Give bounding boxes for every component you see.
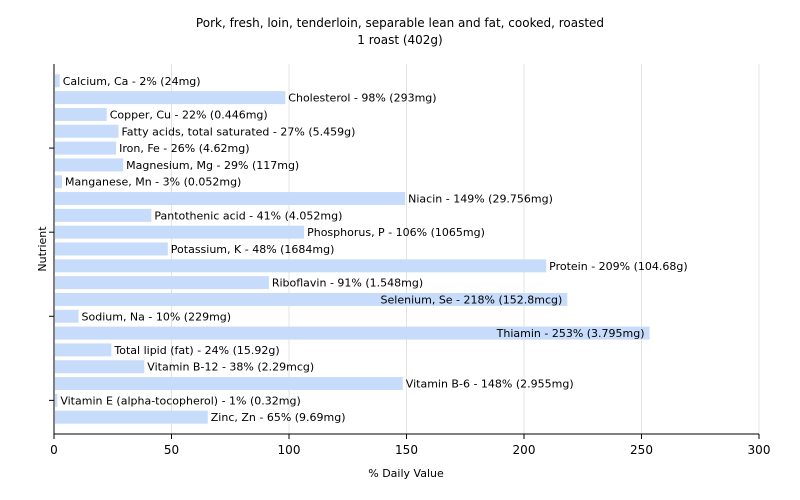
bar-label: Sodium, Na - 10% (229mg) <box>82 310 232 323</box>
x-ticks: 0 50 100 150 200 250 300 <box>49 147 771 457</box>
y-axis-label: Nutrient <box>36 226 49 272</box>
bar <box>55 292 568 306</box>
bar-label: Fatty acids, total saturated - 27% (5.45… <box>121 125 355 138</box>
grid-lines <box>171 64 760 434</box>
bar-label: Total lipid (fat) - 24% (15.92g) <box>113 344 279 357</box>
bar <box>55 141 117 155</box>
x-tick-label: 50 <box>164 443 179 457</box>
x-tick-label: 300 <box>748 443 771 457</box>
bar-label: Vitamin B-6 - 148% (2.955mg) <box>406 378 574 391</box>
bar-label: Cholesterol - 98% (293mg) <box>288 92 436 105</box>
bar <box>55 343 112 357</box>
bar <box>55 276 269 290</box>
bar-label: Vitamin E (alpha-tocopherol) - 1% (0.32m… <box>60 394 300 407</box>
bar <box>55 377 403 391</box>
bar-label: Vitamin B-12 - 38% (2.29mcg) <box>147 361 314 374</box>
bar-label: Iron, Fe - 26% (4.62mg) <box>119 142 249 155</box>
bar-label: Zinc, Zn - 65% (9.69mg) <box>211 411 346 424</box>
x-tick-label: 150 <box>395 443 418 457</box>
bar <box>55 410 208 424</box>
bar <box>55 107 107 121</box>
bar <box>55 91 286 105</box>
bar <box>55 393 58 407</box>
bar-label: Protein - 209% (104.68g) <box>549 260 688 273</box>
bar <box>55 225 305 239</box>
bar-label: Phosphorus, P - 106% (1065mg) <box>307 226 485 239</box>
bar-label: Calcium, Ca - 2% (24mg) <box>63 75 201 88</box>
bar <box>55 326 650 340</box>
x-tick-label: 250 <box>630 443 653 457</box>
bar <box>55 158 124 172</box>
bar <box>55 192 406 206</box>
chart-title: Pork, fresh, loin, tenderloin, separable… <box>196 16 604 30</box>
chart-subtitle: 1 roast (402g) <box>357 33 442 47</box>
bar <box>55 208 152 222</box>
bar-label: Selenium, Se - 218% (152.8mcg) <box>381 293 563 306</box>
bar-label: Pantothenic acid - 41% (4.052mg) <box>154 209 342 222</box>
bar <box>55 175 63 189</box>
bar <box>55 74 60 88</box>
bar-label: Niacin - 149% (29.756mg) <box>408 193 553 206</box>
x-axis-label: % Daily Value <box>368 467 444 480</box>
bar <box>55 360 145 374</box>
bar-label: Potassium, K - 48% (1684mg) <box>171 243 335 256</box>
bar <box>55 242 168 256</box>
x-tick-label: 100 <box>278 443 301 457</box>
bar-label: Manganese, Mn - 3% (0.052mg) <box>65 176 241 189</box>
bar-label: Magnesium, Mg - 29% (117mg) <box>126 159 299 172</box>
bar-label: Thiamin - 253% (3.795mg) <box>496 327 645 340</box>
bar <box>55 259 547 273</box>
bars: Calcium, Ca - 2% (24mg) Cholesterol - 98%… <box>55 74 688 424</box>
bar <box>55 309 79 323</box>
bar-label: Riboflavin - 91% (1.548mg) <box>272 277 423 290</box>
x-tick-label: 0 <box>50 443 58 457</box>
bar-label: Copper, Cu - 22% (0.446mg) <box>110 108 268 121</box>
x-tick-label: 200 <box>513 443 536 457</box>
bar <box>55 124 119 138</box>
